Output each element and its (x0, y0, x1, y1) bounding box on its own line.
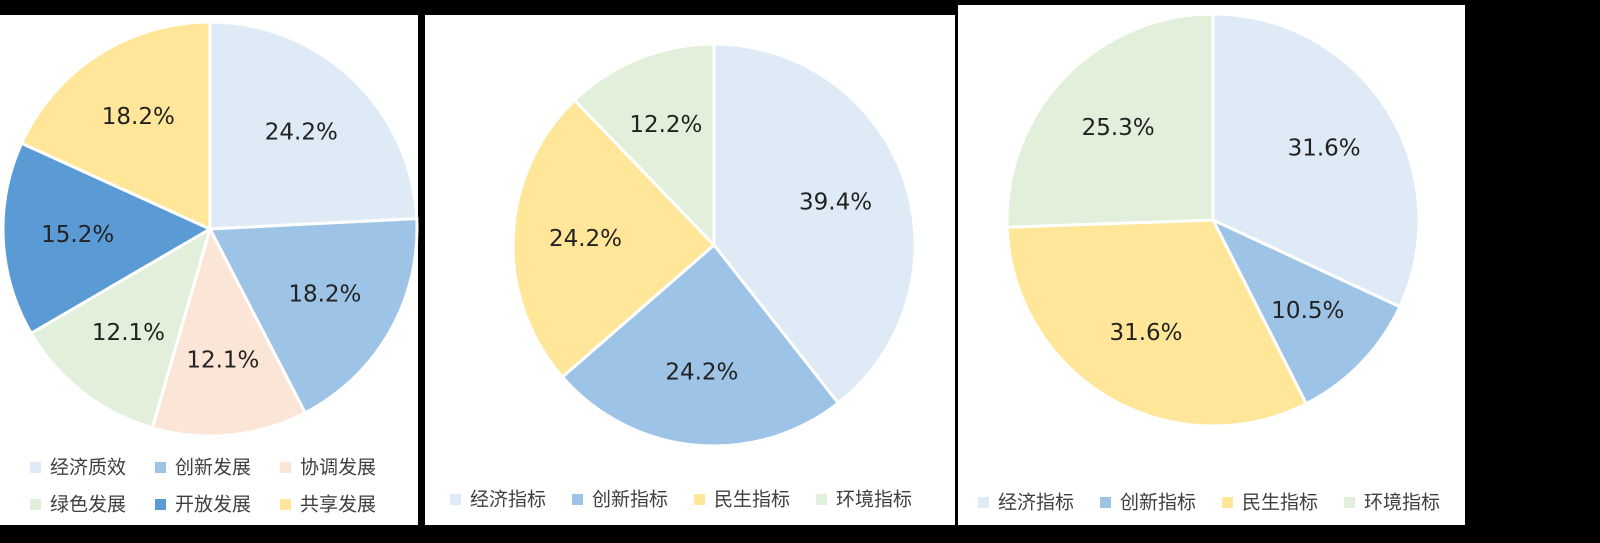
legend-swatch (155, 462, 166, 473)
slice-label: 18.2% (288, 281, 361, 307)
legend-label: 环境指标 (1364, 492, 1440, 514)
legend-swatch (155, 499, 166, 510)
pie-slice (150, 224, 308, 438)
legend-label: 经济指标 (470, 489, 546, 511)
legend-swatch (694, 494, 705, 505)
slice-label: 25.3% (1082, 115, 1155, 141)
pie-slice (1, 141, 214, 336)
legend-swatch (280, 462, 291, 473)
legend-label: 创新指标 (592, 489, 668, 511)
legend-swatch (1100, 497, 1111, 508)
legend-label: 创新指标 (1120, 492, 1196, 514)
pie-slice (208, 20, 419, 231)
legend-swatch (1222, 497, 1233, 508)
legend-swatch (572, 494, 583, 505)
pie-slice (207, 217, 419, 415)
legend-swatch (450, 494, 461, 505)
legend-swatch (816, 494, 827, 505)
slice-label: 18.2% (102, 104, 175, 130)
legend-label: 民生指标 (714, 489, 790, 511)
legend-swatch (30, 499, 41, 510)
pie-slice (1005, 12, 1215, 229)
legend-label: 创新发展 (175, 457, 251, 479)
slice-label: 31.6% (1288, 136, 1361, 162)
legend-swatch (280, 499, 291, 510)
slice-label: 12.1% (92, 320, 165, 346)
legend-swatch (978, 497, 989, 508)
slice-label: 24.2% (665, 360, 738, 386)
slice-label: 39.4% (799, 189, 872, 215)
legend-swatch (1344, 497, 1355, 508)
slice-label: 12.2% (629, 112, 702, 138)
legend-label: 绿色发展 (50, 494, 126, 516)
pie-slice (29, 225, 213, 430)
pie-slice (511, 98, 717, 380)
legend-label: 经济质效 (50, 457, 126, 479)
legend-label: 协调发展 (300, 457, 376, 479)
slice-label: 10.5% (1271, 298, 1344, 324)
slice-label: 24.2% (549, 226, 622, 252)
pie-slice (19, 20, 212, 232)
pie-slice (560, 242, 841, 448)
pie-slice (1211, 12, 1421, 309)
legend-swatch (30, 462, 41, 473)
slice-label: 15.2% (41, 222, 114, 248)
slice-label: 12.1% (186, 347, 259, 373)
pie-slice (1005, 218, 1309, 428)
legend-label: 共享发展 (300, 494, 376, 516)
legend-label: 环境指标 (836, 489, 912, 511)
pie-slice (572, 42, 716, 249)
legend-label: 民生指标 (1242, 492, 1318, 514)
pie-slice (1209, 216, 1402, 406)
pie-slice (712, 42, 917, 406)
slice-label: 24.2% (265, 119, 338, 145)
legend-label: 经济指标 (998, 492, 1074, 514)
legend-label: 开放发展 (175, 494, 251, 516)
slice-label: 31.6% (1109, 320, 1182, 346)
